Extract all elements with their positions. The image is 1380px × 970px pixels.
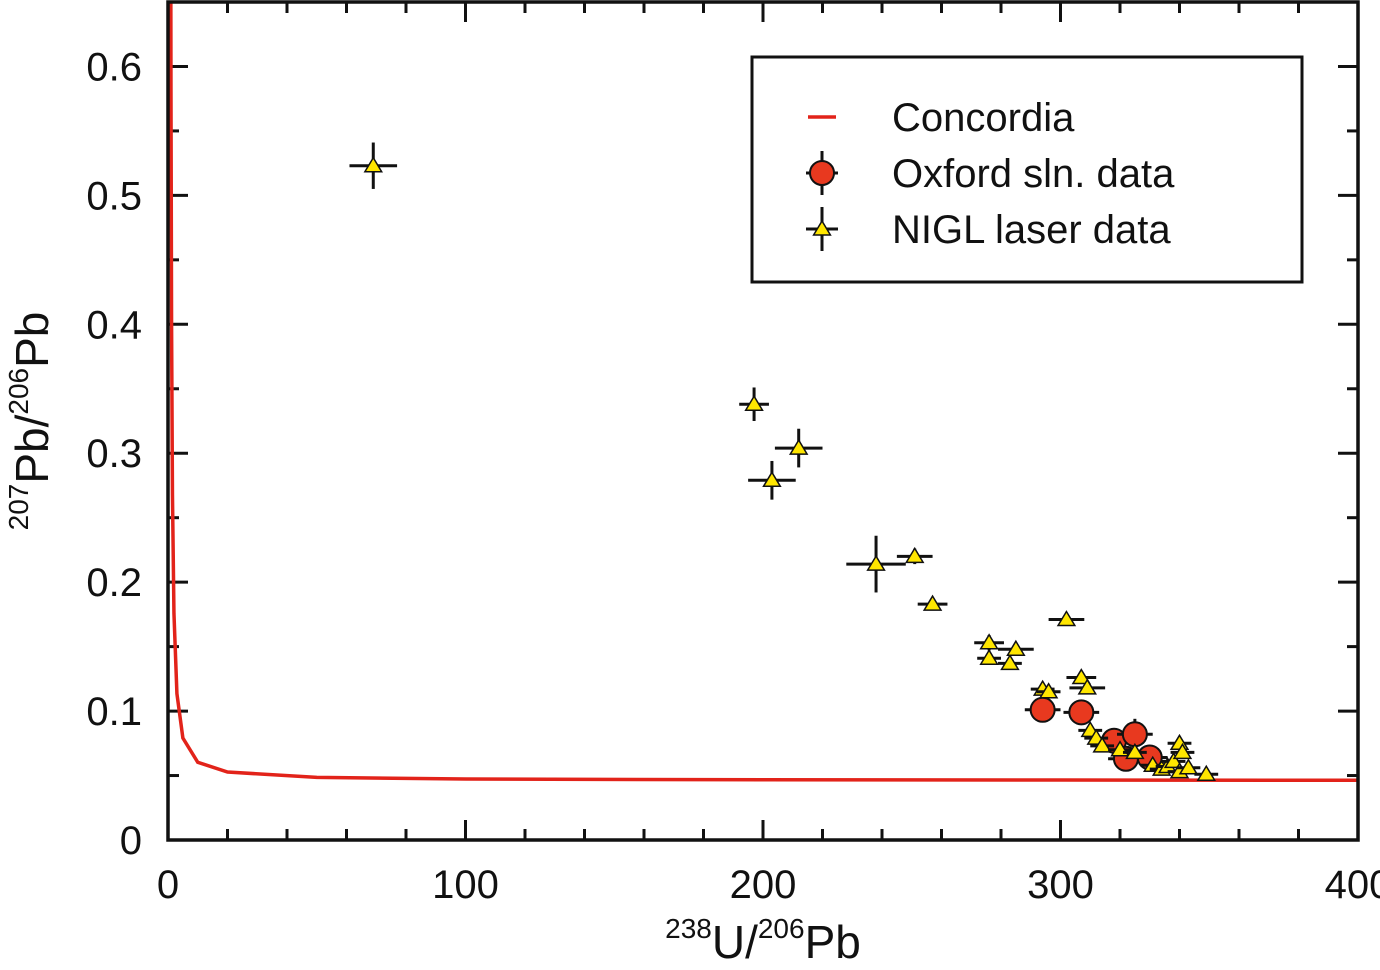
data-point [1071,668,1092,685]
x-axis-label-sup: 206 [758,913,805,944]
data-point [1000,653,1020,671]
data-point [905,546,925,564]
data-point [1125,742,1145,760]
data-point [1172,742,1193,760]
x-tick-label: 400 [1325,863,1380,907]
data-point [744,394,764,411]
data-point [788,438,809,455]
legend-label: NIGL laser data [892,208,1171,252]
data-point [1196,764,1216,781]
x-axis-label-sup: 238 [665,913,712,944]
x-tick-label: 100 [432,863,499,907]
data-point [1038,682,1059,699]
x-axis-label-text: U/ [712,916,758,968]
data-point [363,156,383,173]
y-axis-label: 207Pb/206Pb [3,312,58,531]
y-axis-label-text: Pb [6,312,58,368]
y-tick-label: 0.5 [86,174,142,218]
legend-label: Oxford sln. data [892,152,1175,196]
data-point [1006,639,1026,656]
x-tick-label: 200 [730,863,797,907]
data-point [922,594,943,611]
legend-symbol [809,160,835,186]
y-tick-label: 0 [120,819,142,863]
y-tick-label: 0.3 [86,432,142,476]
data-point [1092,736,1112,753]
data-point [1029,696,1056,723]
x-tick-label: 300 [1027,863,1094,907]
y-tick-label: 0.6 [86,45,142,89]
data-point [762,470,782,488]
y-axis-label-sup: 206 [3,368,34,415]
y-tick-label: 0.4 [86,303,142,347]
y-axis-label-text: Pb/ [6,414,58,483]
data-point [979,648,999,665]
data-point [1121,721,1148,748]
x-axis-label: 238U/206Pb [665,913,861,968]
legend-symbol [812,219,832,236]
data-point [1056,610,1077,627]
x-axis-label-text: Pb [805,916,861,968]
y-tick-label: 0.1 [86,690,142,734]
data-point [1178,758,1199,775]
plot-frame [166,0,1360,842]
plot-area [169,2,1358,783]
x-tick-label: 0 [157,863,179,907]
data-point [1068,699,1095,726]
legend-box [750,55,1304,284]
data-point [1163,751,1184,769]
data-point [979,633,999,650]
data-point [1077,678,1097,695]
y-tick-label: 0.2 [86,561,142,605]
legend-label: Concordia [892,96,1075,140]
concordia-line [169,2,1358,783]
data-point [866,554,886,571]
y-axis-label-sup: 207 [3,484,34,531]
